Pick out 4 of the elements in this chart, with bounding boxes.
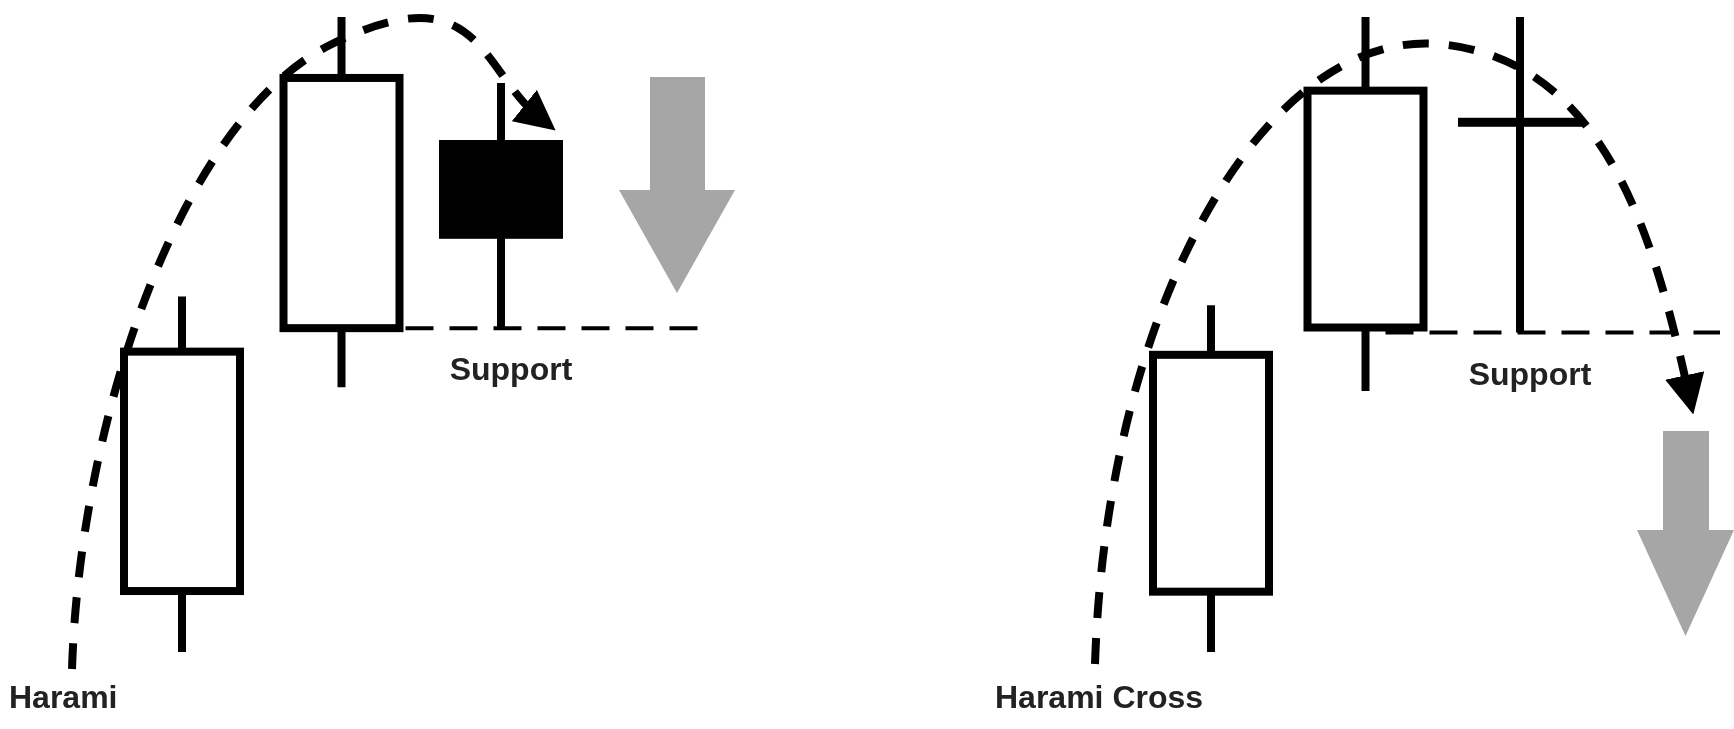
text: Harami [9, 679, 118, 715]
text: Harami Cross [995, 679, 1204, 715]
ref-line-label: Support [449, 351, 573, 388]
ref-line-label: Support [1468, 355, 1592, 392]
